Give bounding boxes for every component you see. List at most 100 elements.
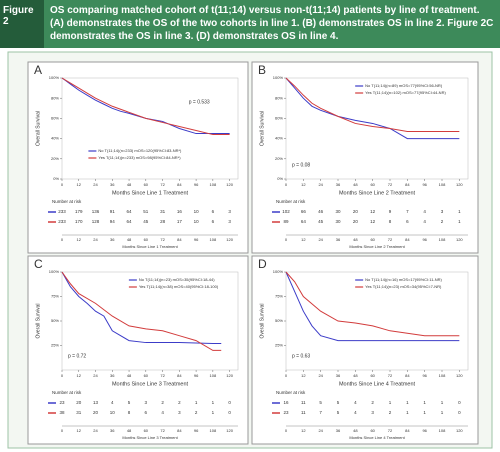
y-tick-label: 50% xyxy=(51,318,59,323)
risk-count: 0 xyxy=(228,400,231,405)
x-tick-label: 108 xyxy=(210,182,217,187)
risk-count: 6 xyxy=(212,209,215,214)
y-tick-label: 50% xyxy=(275,318,283,323)
risk-axis-tick-label: 12 xyxy=(77,428,82,433)
risk-count: 1 xyxy=(406,410,409,415)
x-axis-label: Months Since Line 3 Treatment xyxy=(112,381,189,387)
figure-header: Figure 2 OS comparing matched cohort of … xyxy=(0,0,500,48)
y-tick-label: 75% xyxy=(275,294,283,299)
x-tick-label: 0 xyxy=(285,182,288,187)
risk-count: 31 xyxy=(160,209,166,214)
risk-axis-tick-label: 84 xyxy=(177,428,182,433)
x-tick-label: 108 xyxy=(439,373,446,378)
risk-axis-label: Months Since Line 2 Treatment xyxy=(349,244,405,249)
risk-count: 3 xyxy=(145,400,148,405)
risk-count: 64 xyxy=(301,219,307,224)
legend-label: No T(11;14)(n=16) mOS=17(95%CI:11-NR) xyxy=(365,277,442,282)
risk-count: 16 xyxy=(283,400,289,405)
risk-count: 1 xyxy=(441,410,444,415)
survival-curve xyxy=(61,271,222,345)
risk-count: 30 xyxy=(335,219,341,224)
x-axis-label: Months Since Line 1 Treatment xyxy=(112,190,189,196)
survival-curve xyxy=(285,77,460,133)
x-tick-label: 48 xyxy=(127,182,132,187)
risk-count: 10 xyxy=(194,209,200,214)
risk-axis-tick-label: 12 xyxy=(77,237,82,242)
risk-axis-tick-label: 120 xyxy=(226,428,233,433)
risk-count: 11 xyxy=(301,410,306,415)
risk-count: 4 xyxy=(354,410,357,415)
risk-axis-tick-label: 84 xyxy=(177,237,182,242)
risk-count: 6 xyxy=(212,219,215,224)
risk-axis-tick-label: 60 xyxy=(370,237,375,242)
risk-axis-label: Months Since Line 1 Treatment xyxy=(122,244,178,249)
risk-count: 1 xyxy=(441,400,444,405)
risk-axis-tick-label: 96 xyxy=(422,428,427,433)
risk-count: 6 xyxy=(406,219,409,224)
risk-count: 11 xyxy=(301,400,306,405)
risk-axis-tick-label: 108 xyxy=(210,237,217,242)
risk-count: 1 xyxy=(458,209,461,214)
x-tick-label: 84 xyxy=(177,373,182,378)
figure-label: Figure 2 xyxy=(0,0,44,48)
risk-count: 2 xyxy=(441,219,444,224)
x-tick-label: 84 xyxy=(405,182,410,187)
risk-count: 10 xyxy=(194,219,200,224)
x-tick-label: 24 xyxy=(318,373,323,378)
plot-area xyxy=(285,77,469,180)
y-tick-label: 75% xyxy=(51,294,59,299)
risk-count: 12 xyxy=(370,209,376,214)
y-axis-label: Overall Survival xyxy=(259,303,265,338)
y-axis-label: Overall Survival xyxy=(35,303,41,338)
x-tick-label: 108 xyxy=(439,182,446,187)
risk-axis-tick-label: 84 xyxy=(405,237,410,242)
risk-count: 0 xyxy=(458,400,461,405)
annotation: p = 0.533 xyxy=(189,99,210,105)
legend-label: Yes T(11;14)(n=233) mOS=98(95%CI:84-NR*) xyxy=(98,155,181,160)
risk-axis-tick-label: 72 xyxy=(160,428,165,433)
y-tick-label: 100% xyxy=(273,75,284,80)
risk-axis-tick-label: 60 xyxy=(144,237,149,242)
y-tick-label: 0% xyxy=(277,176,283,181)
risk-count: 20 xyxy=(93,410,99,415)
y-tick-label: 60% xyxy=(275,115,283,120)
risk-count: 2 xyxy=(195,410,198,415)
risk-count: 2 xyxy=(178,400,181,405)
annotation: p = 0.08 xyxy=(292,162,310,168)
risk-count: 3 xyxy=(178,410,181,415)
y-tick-label: 25% xyxy=(51,343,59,348)
risk-axis-tick-label: 48 xyxy=(127,428,132,433)
risk-axis-tick-label: 108 xyxy=(439,428,446,433)
survival-curve xyxy=(285,77,460,140)
x-tick-label: 72 xyxy=(388,373,393,378)
risk-axis-tick-label: 36 xyxy=(110,428,115,433)
risk-axis-label: Months Since Line 3 Treatment xyxy=(122,435,178,440)
y-tick-label: 20% xyxy=(51,156,59,161)
x-tick-label: 36 xyxy=(110,373,115,378)
figure-panels: A0%20%40%60%80%100%Overall Survival00121… xyxy=(7,51,493,449)
legend-label: Yes T(11;14)(n=102) mOS=77(95%CI:44-NR) xyxy=(365,90,446,95)
risk-count: 1 xyxy=(389,400,392,405)
risk-axis-tick-label: 60 xyxy=(144,428,149,433)
x-tick-label: 120 xyxy=(456,373,463,378)
risk-count: 5 xyxy=(337,400,340,405)
panel-letter: C xyxy=(34,257,43,271)
risk-count: 179 xyxy=(75,209,83,214)
risk-count: 66 xyxy=(301,209,307,214)
legend-label: No T(11;14)(n=233) mOS=120(95%CI:83-NR*) xyxy=(98,148,182,153)
x-tick-label: 48 xyxy=(353,373,358,378)
y-tick-label: 80% xyxy=(275,95,283,100)
x-tick-label: 96 xyxy=(194,373,199,378)
annotation: p = 0.72 xyxy=(68,353,86,359)
risk-count: 1 xyxy=(406,400,409,405)
risk-count: 51 xyxy=(143,209,149,214)
risk-axis-tick-label: 24 xyxy=(318,237,323,242)
y-tick-label: 0% xyxy=(53,176,59,181)
risk-axis-tick-label: 120 xyxy=(456,428,463,433)
risk-axis-tick-label: 96 xyxy=(194,428,199,433)
x-tick-label: 96 xyxy=(194,182,199,187)
x-tick-label: 96 xyxy=(422,182,427,187)
risk-count: 128 xyxy=(92,219,100,224)
x-tick-label: 12 xyxy=(301,373,306,378)
